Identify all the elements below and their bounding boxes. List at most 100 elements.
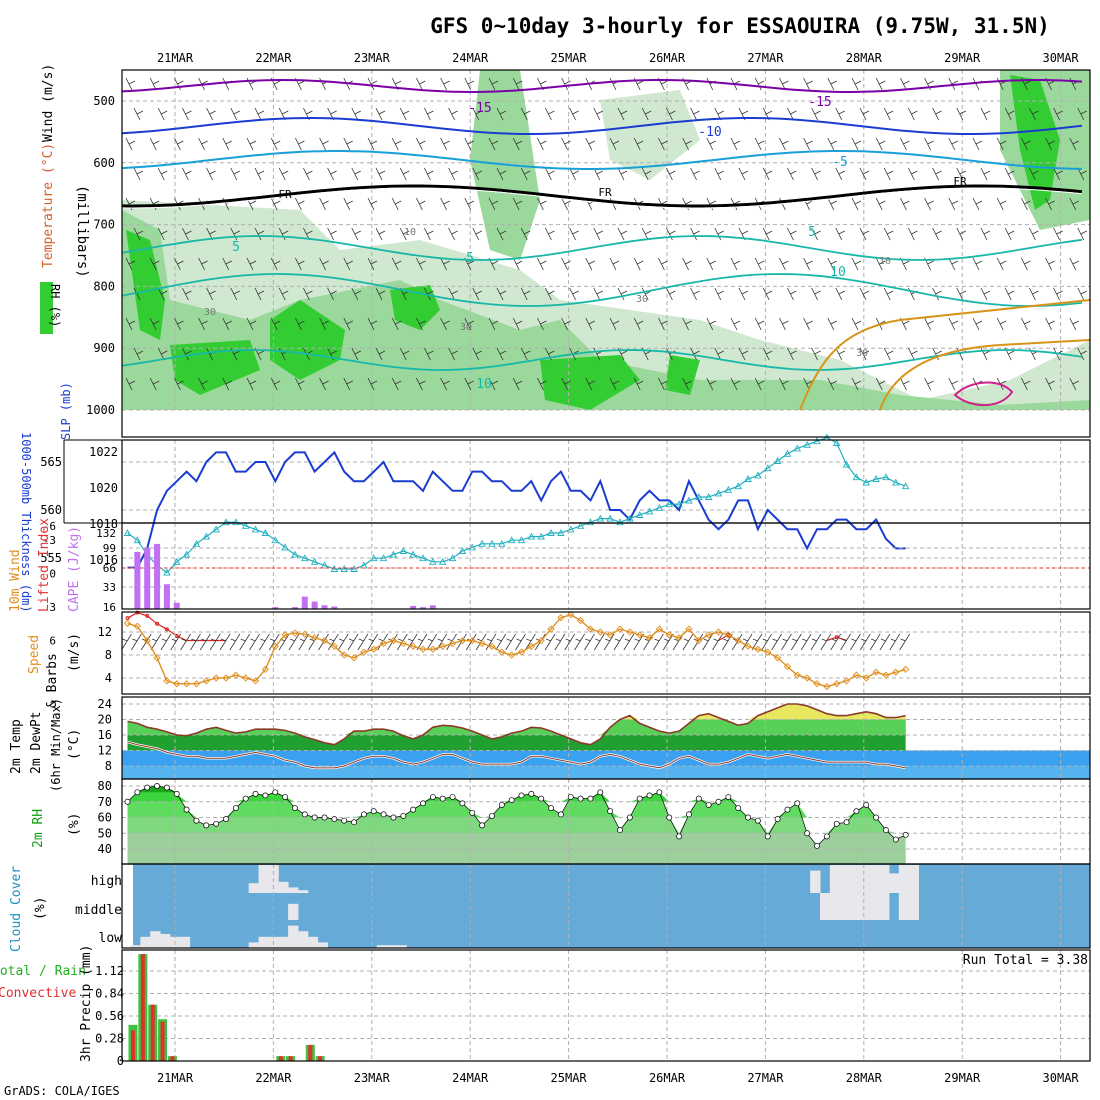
wind-speed-point [311, 634, 319, 642]
panel-border [121, 949, 1091, 1062]
wind-speed-point [813, 680, 821, 688]
wind-axis-label-c: & Barbs [45, 653, 60, 708]
wind-barb [440, 137, 450, 151]
wind-barb [633, 377, 644, 391]
wind-barb [367, 317, 378, 331]
rh-tick: 80 [98, 779, 112, 793]
lifted-tick: -3 [43, 534, 56, 547]
wind-barb [569, 107, 579, 121]
rh-point [183, 806, 190, 813]
contour-label: 30 [204, 307, 216, 318]
rh-point [518, 792, 525, 799]
wind-barb [328, 633, 339, 651]
wind-barb [811, 107, 821, 121]
wind-barb [149, 137, 160, 151]
wind-barb [1021, 197, 1031, 211]
wind-barb [980, 167, 991, 181]
wind-barb [440, 377, 450, 391]
rh-shading [540, 355, 640, 410]
wind-barb [170, 633, 182, 651]
wind-barb [1004, 107, 1015, 121]
slp-point [626, 514, 634, 522]
wind-barb [851, 77, 862, 91]
slp-point [340, 565, 348, 572]
wind-barb [859, 347, 870, 361]
temp-contour [121, 150, 1083, 170]
wind-barb [448, 347, 458, 361]
wind-barb [1053, 227, 1063, 241]
wind-barb [754, 317, 765, 331]
wind-barb [633, 257, 644, 271]
slp-point [448, 554, 457, 562]
wind-speed-point [320, 636, 329, 645]
precip-convective-bar [288, 1056, 293, 1061]
wind-barb [851, 137, 862, 151]
slp-point [291, 550, 299, 558]
slp-point [320, 561, 329, 569]
wind-barb [779, 137, 789, 151]
slp-point [793, 444, 802, 452]
wind-barb [851, 317, 862, 331]
wind-barb [996, 317, 1007, 331]
rh-point [774, 816, 781, 823]
wind-barb [682, 257, 692, 271]
wind-speed-point [202, 677, 210, 685]
wind-barb [682, 137, 692, 151]
wind-barb [762, 227, 773, 241]
wind-barb [883, 227, 894, 241]
wind-barb [520, 287, 531, 301]
wind-barb [448, 107, 458, 121]
cape-bar [429, 605, 436, 609]
wind-barb [972, 77, 983, 91]
slp-point [616, 518, 624, 526]
rh-point [498, 801, 505, 808]
cloud-high-cell [908, 865, 919, 893]
cloud-middle-cell [839, 893, 851, 920]
rh-point [754, 817, 761, 824]
precip-tick: 0.28 [95, 1032, 124, 1046]
rh-point [173, 790, 180, 797]
wind-speed-point [675, 634, 683, 642]
slp-tick: 1022 [89, 445, 118, 459]
temp-contour [121, 116, 1083, 135]
slp-point [695, 493, 703, 500]
cloud-high-cell [258, 865, 269, 893]
rh-point [705, 801, 712, 808]
rh-point [321, 814, 328, 821]
wind-barb [219, 633, 231, 651]
wind-barb [738, 287, 749, 301]
temp-tick: 16 [98, 728, 112, 742]
wind-speed-point [655, 625, 664, 633]
wind-barb [537, 317, 547, 331]
wind-barb [900, 77, 910, 91]
wind-barb [198, 257, 208, 271]
wind-speed-point [705, 631, 713, 639]
cloud-low-cell [386, 945, 397, 948]
slp-point [438, 557, 447, 565]
wind-barb [295, 257, 305, 271]
slp-point [813, 437, 821, 445]
wind-barb [908, 107, 918, 121]
wind-barb [1069, 377, 1079, 391]
rh-shading [270, 300, 345, 380]
footer-credit: GrADS: COLA/IGES [4, 1084, 120, 1098]
wind-barb [1045, 317, 1055, 331]
wind-barb [666, 287, 676, 301]
wind-speed-point [429, 645, 437, 653]
rh-point [892, 836, 899, 843]
rh-axis-label-unit: (%) [67, 813, 82, 836]
date-label-top: 23MAR [354, 51, 391, 65]
wind-barb [206, 287, 216, 301]
wind-barb [869, 633, 881, 651]
slp-point [389, 550, 398, 558]
slp-point [507, 536, 516, 544]
precip-tick: 0.84 [95, 987, 124, 1001]
lifted-tick: 6 [49, 635, 56, 648]
wind-barb [174, 317, 184, 331]
wind-axis-label-a: 10m Wind [8, 549, 23, 612]
cloud-middle-cell [849, 893, 860, 920]
contour-label: -5 [832, 155, 848, 170]
wind-barb [811, 227, 821, 241]
wind-speed-point [626, 628, 634, 636]
wind-speed-point [508, 651, 516, 659]
